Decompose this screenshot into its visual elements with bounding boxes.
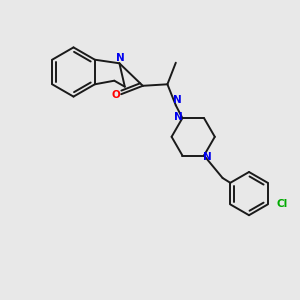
Text: N: N	[203, 152, 212, 162]
Text: N: N	[116, 53, 125, 63]
Text: N: N	[172, 95, 182, 105]
Text: N: N	[174, 112, 183, 122]
Text: O: O	[111, 90, 120, 100]
Text: Cl: Cl	[276, 200, 287, 209]
